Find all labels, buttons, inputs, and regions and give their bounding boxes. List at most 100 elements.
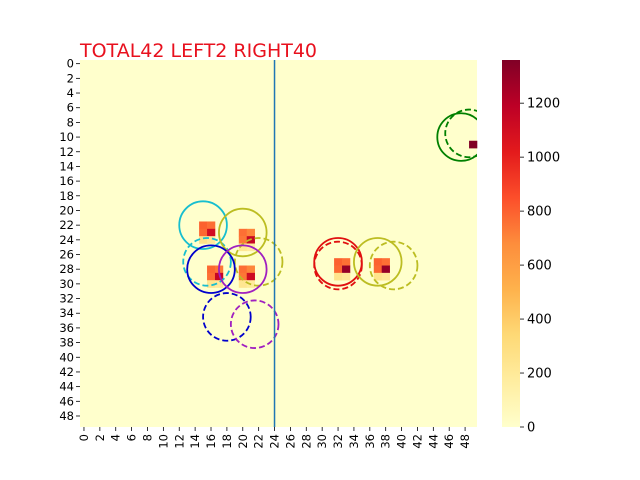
- y-tick-label: 0: [67, 57, 74, 71]
- circle-blue-dashed: [202, 292, 252, 342]
- y-tick-label: 6: [67, 101, 74, 115]
- chart-title: TOTAL42 LEFT2 RIGHT40: [79, 40, 317, 62]
- circle-green-dashed: [444, 108, 477, 159]
- heatmap-cell-16-23: [207, 228, 216, 237]
- heatmap-cell-21-28: [246, 265, 255, 274]
- y-tick-label: 48: [59, 409, 74, 423]
- heatmap-background: [80, 60, 477, 427]
- y-tick-label: 34: [59, 306, 74, 320]
- circle-green-solid: [436, 112, 477, 162]
- y-tick-label: 36: [59, 321, 74, 335]
- x-tick-label: 6: [125, 434, 139, 441]
- heatmap-cell-20-29: [238, 272, 248, 281]
- heatmap-cell-32-27: [334, 258, 343, 266]
- y-tick-label: 40: [59, 350, 74, 364]
- x-tick-label: 28: [299, 434, 313, 449]
- y-tick-label: 38: [59, 336, 74, 350]
- y-tick-label: 10: [59, 130, 74, 144]
- x-tick-label: 18: [220, 434, 234, 449]
- y-tick-label: 32: [59, 292, 74, 306]
- circle-olive-solid-2: [353, 237, 403, 287]
- circle-cyan-dashed: [182, 237, 232, 287]
- colorbar-tick-label: 200: [527, 367, 552, 382]
- x-tick-label: 44: [426, 434, 440, 449]
- circle-cyan-solid: [178, 200, 228, 250]
- x-tick-label: 48: [458, 434, 472, 449]
- y-tick-label: 26: [59, 248, 74, 262]
- x-axis: 0 2 4 6 8 10 12 14 16 18 20 22 24 26 28 30 32 34 36 38 40 42 4…: [77, 427, 472, 449]
- circle-blue-solid: [186, 244, 236, 294]
- heatmap-cell-20-30: [238, 280, 248, 288]
- x-tick-label: 40: [395, 434, 409, 449]
- x-tick-label: 20: [236, 434, 250, 449]
- circle-purple-solid: [218, 244, 268, 294]
- heatmap-cell-15-24: [199, 236, 208, 244]
- heatmap-cell-38-27: [381, 258, 390, 266]
- heatmap-cell-20-25: [238, 243, 248, 252]
- x-tick-label: 24: [268, 434, 282, 449]
- x-tick-label: 26: [283, 434, 297, 449]
- x-tick-label: 8: [140, 434, 154, 441]
- y-tick-label: 28: [59, 262, 74, 276]
- colorbar-tick-label: 1000: [527, 151, 560, 166]
- heatmap-cell-16-28: [207, 265, 216, 274]
- y-tick-label: 18: [59, 189, 74, 203]
- x-tick-label: 16: [204, 434, 218, 449]
- x-tick-label: 2: [93, 434, 107, 441]
- heatmap-cell-38-28: [381, 265, 390, 274]
- y-tick-label: 44: [59, 380, 74, 394]
- x-tick-label: 12: [172, 434, 186, 449]
- y-tick-label: 24: [59, 233, 74, 247]
- colorbar-tick-label: 600: [527, 259, 552, 274]
- x-tick-label: 46: [442, 434, 456, 449]
- y-tick-label: 12: [59, 145, 74, 159]
- circle-olive-solid-1: [218, 207, 268, 258]
- x-tick-label: 10: [156, 434, 170, 449]
- heatmap-cell-20-28: [238, 265, 248, 274]
- x-tick-label: 32: [331, 434, 345, 449]
- y-tick-label: 14: [59, 159, 74, 173]
- heatmap-cell-21-23: [246, 228, 255, 237]
- heatmap-cell-16-22: [207, 221, 216, 230]
- circle-red-dashed: [313, 240, 363, 291]
- y-tick-label: 42: [59, 365, 74, 379]
- circle-olive-dashed-2: [368, 240, 419, 291]
- colorbar: [502, 60, 520, 427]
- x-tick-label: 30: [315, 434, 329, 449]
- colorbar-tick-label: 400: [527, 313, 552, 328]
- heatmap-cell-32-28: [334, 265, 343, 274]
- heatmap-cell-17-30: [214, 280, 224, 288]
- x-tick-label: 36: [363, 434, 377, 449]
- circle-olive-dashed-1: [233, 237, 284, 287]
- heatmap-cell-20-24: [238, 236, 248, 244]
- y-axis: 0246810121416182022242628303234363840424…: [59, 57, 80, 423]
- colorbar-tick-label: 800: [527, 205, 552, 220]
- circle-purple-dashed: [229, 299, 280, 349]
- heatmap-cell-37-27: [373, 258, 383, 266]
- heatmap-cell-49-11: [469, 140, 478, 149]
- y-tick-label: 2: [67, 71, 74, 85]
- x-tick-label: 42: [410, 434, 424, 449]
- heatmap-cell-20-23: [238, 228, 248, 237]
- y-tick-label: 16: [59, 174, 74, 188]
- x-tick-label: 22: [252, 434, 266, 449]
- colorbar-axis: 0 200 400 600 800 1000 1200: [520, 97, 560, 436]
- heatmap-cell-33-27: [342, 258, 351, 266]
- heatmap-cell-37-29: [373, 272, 383, 281]
- x-tick-label: 34: [347, 434, 361, 449]
- heatmap-cell-16-29: [207, 272, 216, 281]
- x-tick-label: 38: [379, 434, 393, 449]
- hotspot-circles: [178, 108, 477, 349]
- heatmap-cell-17-29: [214, 272, 224, 281]
- heatmap-cell-32-29: [334, 272, 343, 281]
- heatmap-cell-16-24: [207, 236, 216, 244]
- heatmap-cell-38-29: [381, 272, 390, 281]
- colorbar-tick-label: 0: [527, 421, 535, 436]
- y-tick-label: 4: [67, 86, 74, 100]
- heatmap-cell-33-28: [342, 265, 351, 274]
- x-tick-label: 4: [109, 434, 123, 441]
- y-tick-label: 30: [59, 277, 74, 291]
- y-tick-label: 22: [59, 218, 74, 232]
- heatmap-cell-15-23: [199, 228, 208, 237]
